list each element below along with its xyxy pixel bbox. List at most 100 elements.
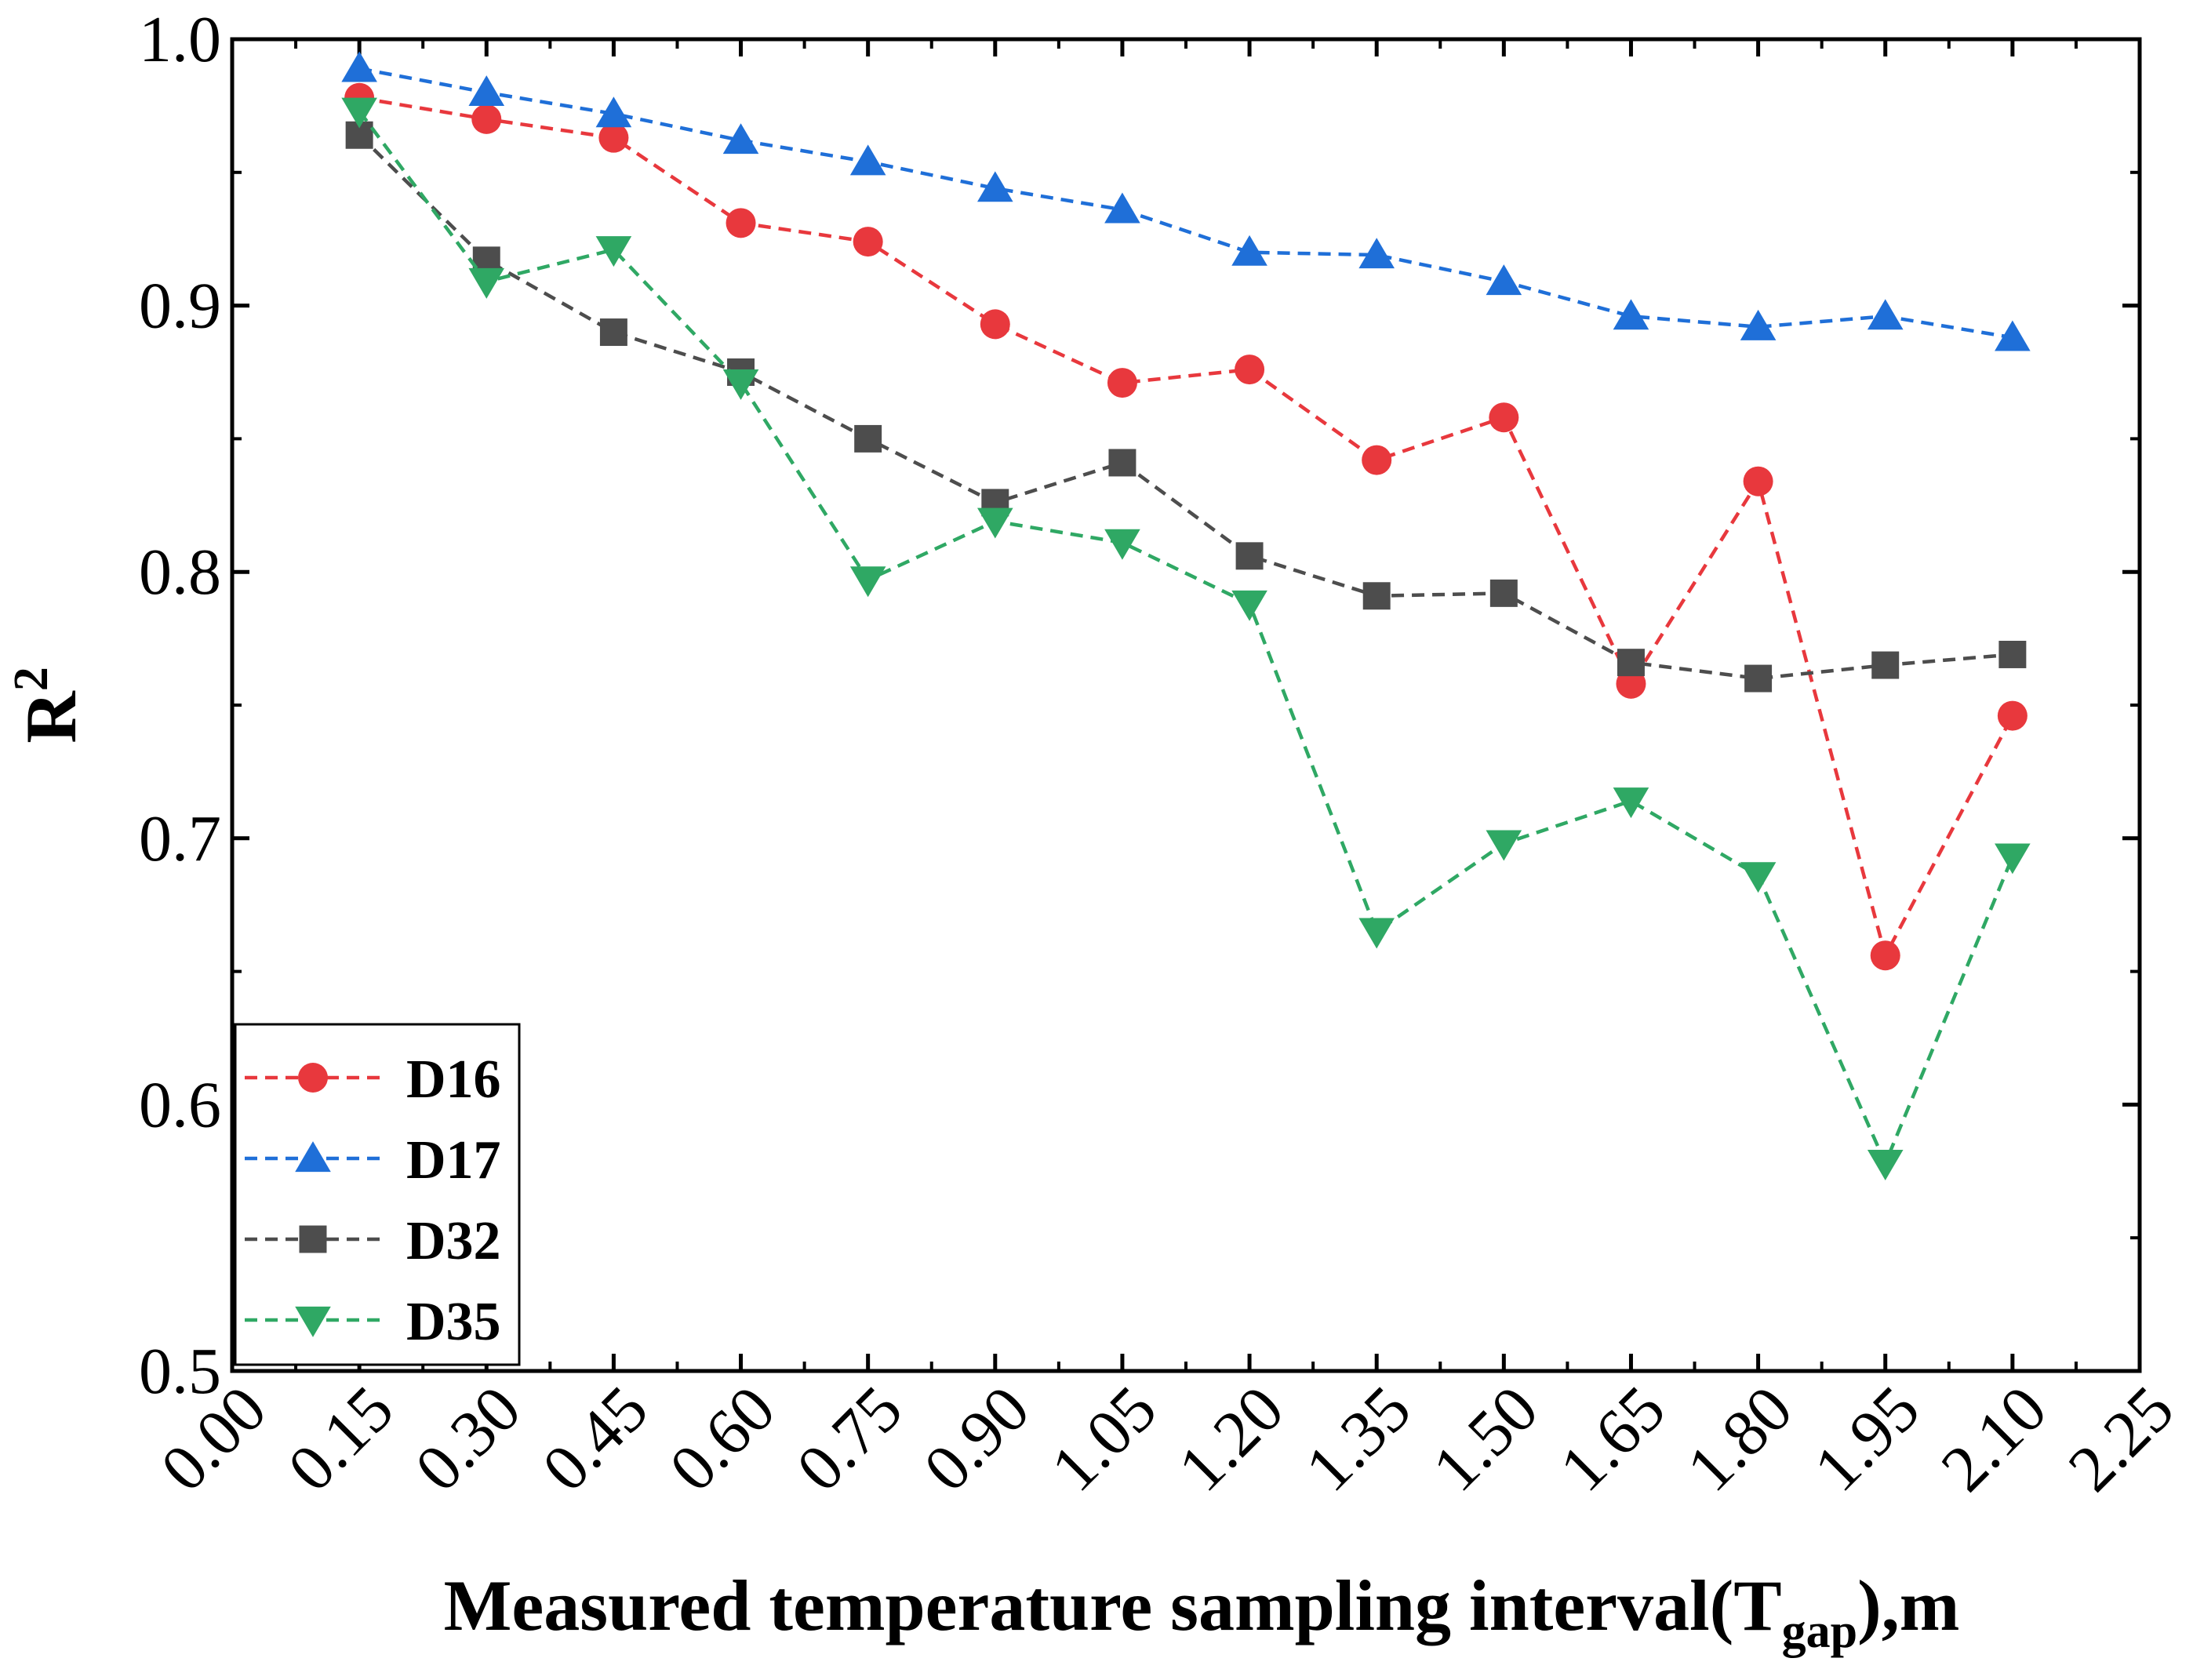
data-point-d17 bbox=[1358, 238, 1395, 269]
data-point-d32 bbox=[854, 424, 882, 453]
data-point-d17 bbox=[1486, 264, 1522, 296]
data-point-d35 bbox=[977, 507, 1013, 539]
legend-marker-d17 bbox=[295, 1141, 331, 1173]
data-point-d35 bbox=[1486, 830, 1522, 861]
x-axis-title-suffix: ),m bbox=[1857, 1565, 1959, 1645]
data-point-d16 bbox=[598, 122, 629, 153]
y-axis-title-base: R bbox=[11, 690, 91, 744]
x-tick-label: 1.05 bbox=[1038, 1373, 1171, 1506]
x-tick-label: 1.20 bbox=[1165, 1373, 1298, 1506]
data-point-d32 bbox=[1235, 542, 1264, 570]
data-point-d35 bbox=[1231, 590, 1267, 621]
x-tick-label: 1.50 bbox=[1419, 1373, 1552, 1506]
data-point-d17 bbox=[849, 144, 886, 176]
data-point-d16 bbox=[726, 208, 756, 238]
x-axis-title-subscript: gap bbox=[1782, 1605, 1857, 1658]
data-point-d16 bbox=[1107, 368, 1137, 398]
series-line-d32 bbox=[358, 133, 2013, 681]
data-point-d35 bbox=[1358, 918, 1395, 949]
data-point-d16 bbox=[1489, 402, 1519, 433]
series-d17 bbox=[341, 51, 2031, 351]
data-point-d17 bbox=[1995, 320, 2031, 351]
y-axis-title-superscript: 2 bbox=[5, 667, 58, 691]
legend-item-d32: D32 bbox=[245, 1211, 501, 1271]
data-point-d16 bbox=[1362, 445, 1392, 475]
x-tick-label: 0.15 bbox=[275, 1373, 408, 1506]
data-point-d35 bbox=[341, 97, 377, 129]
y-tick-label: 0.7 bbox=[139, 802, 221, 875]
data-point-d17 bbox=[1740, 309, 1777, 340]
data-point-d16 bbox=[471, 104, 502, 134]
y-tick-label: 0.8 bbox=[139, 536, 221, 609]
legend-marker-d16 bbox=[298, 1063, 328, 1093]
data-point-d32 bbox=[599, 318, 627, 347]
legend-box bbox=[234, 1023, 521, 1366]
y-tick-label: 1.0 bbox=[139, 3, 221, 76]
data-point-d16 bbox=[1235, 355, 1265, 385]
x-tick-label: 0.60 bbox=[656, 1373, 789, 1506]
x-tick-label: 0.30 bbox=[402, 1373, 535, 1506]
data-point-d35 bbox=[595, 236, 632, 267]
legend-marker-d32 bbox=[299, 1225, 327, 1253]
data-point-d35 bbox=[1740, 862, 1777, 893]
y-tick-label: 0.6 bbox=[139, 1068, 221, 1141]
data-point-d35 bbox=[722, 369, 759, 400]
data-point-d32 bbox=[1871, 651, 1900, 679]
x-tick-label: 0.75 bbox=[783, 1373, 916, 1506]
data-point-d32 bbox=[1489, 579, 1518, 607]
data-point-d32 bbox=[1617, 649, 1645, 677]
data-point-d35 bbox=[1995, 843, 2031, 875]
series-line-d16 bbox=[358, 96, 2014, 961]
series-layer bbox=[341, 51, 2031, 1180]
y-tick-label: 0.9 bbox=[139, 270, 221, 343]
data-point-d17 bbox=[595, 96, 632, 128]
x-tick-label: 1.95 bbox=[1800, 1373, 1933, 1506]
data-point-d32 bbox=[1998, 640, 2027, 668]
plot-frame bbox=[230, 37, 2142, 1373]
legend-label-d32: D32 bbox=[406, 1211, 501, 1271]
data-point-d16 bbox=[853, 227, 883, 257]
y-tick-label: 0.5 bbox=[139, 1335, 221, 1408]
data-point-d32 bbox=[1744, 664, 1773, 693]
data-point-d17 bbox=[468, 75, 505, 107]
legend-label-d17: D17 bbox=[406, 1130, 501, 1191]
data-point-d17 bbox=[977, 171, 1013, 202]
data-point-d35 bbox=[1613, 787, 1649, 819]
legend-item-d16: D16 bbox=[245, 1049, 501, 1110]
x-tick-label: 1.80 bbox=[1673, 1373, 1806, 1506]
series-d16 bbox=[344, 82, 2028, 971]
y-axis-title: R2 bbox=[5, 667, 91, 743]
data-point-d16 bbox=[1743, 466, 1773, 496]
data-point-d16 bbox=[1997, 700, 2028, 731]
data-point-d35 bbox=[849, 566, 886, 598]
data-point-d32 bbox=[1108, 449, 1137, 477]
data-point-d35 bbox=[1867, 1150, 1904, 1180]
legend-marker-d35 bbox=[295, 1306, 331, 1337]
x-tick-label: 2.25 bbox=[2055, 1373, 2188, 1506]
x-axis-title-prefix: Measured temperature sampling interval(T bbox=[444, 1565, 1782, 1645]
series-line-d17 bbox=[358, 67, 2013, 340]
x-tick-label: 1.65 bbox=[1546, 1373, 1679, 1506]
data-point-d35 bbox=[468, 267, 505, 299]
data-point-d17 bbox=[341, 51, 377, 82]
data-point-d32 bbox=[1362, 582, 1391, 610]
legend-item-d35: D35 bbox=[245, 1292, 501, 1352]
data-point-d17 bbox=[1104, 192, 1140, 224]
x-tick-label: 2.10 bbox=[1928, 1373, 2061, 1506]
series-d35 bbox=[341, 97, 2031, 1180]
x-tick-label: 0.45 bbox=[529, 1373, 662, 1506]
legend: D16 D17 D32 D35 bbox=[234, 1023, 521, 1366]
x-tick-label: 1.35 bbox=[1292, 1373, 1425, 1506]
data-point-d17 bbox=[1613, 299, 1649, 330]
series-d32 bbox=[345, 121, 2027, 693]
series-line-d35 bbox=[358, 110, 2014, 1168]
data-point-d17 bbox=[722, 123, 759, 155]
x-tick-label: 0.90 bbox=[911, 1373, 1044, 1506]
data-point-d17 bbox=[1867, 299, 1904, 330]
x-axis-title: Measured temperature sampling interval(T… bbox=[444, 1565, 1960, 1658]
legend-item-d17: D17 bbox=[245, 1130, 501, 1191]
legend-label-d16: D16 bbox=[406, 1049, 501, 1110]
data-point-d16 bbox=[980, 309, 1010, 340]
